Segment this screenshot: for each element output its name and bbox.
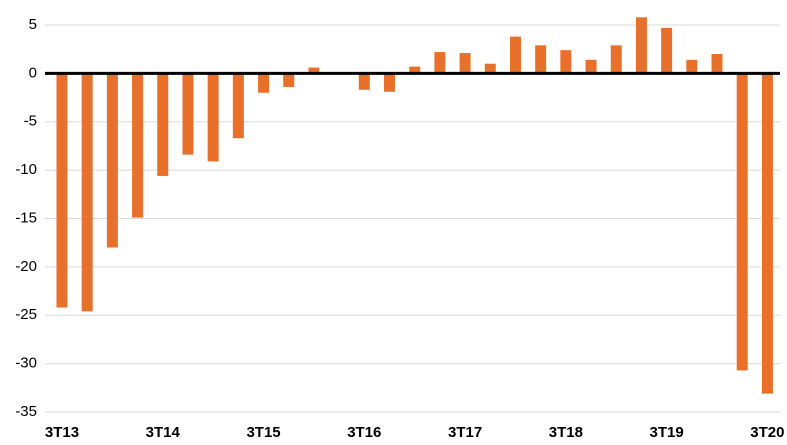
bar <box>635 17 647 74</box>
y-tick-label: -15 <box>15 209 37 226</box>
bar <box>409 66 421 74</box>
y-tick-label: -5 <box>24 113 37 130</box>
y-tick-label: -20 <box>15 258 37 275</box>
x-tick-label: 3T15 <box>246 424 280 440</box>
bar <box>509 36 521 74</box>
y-tick-label: -30 <box>15 355 37 372</box>
x-tick-label: 3T18 <box>549 424 583 440</box>
bar <box>232 73 244 139</box>
x-tick-label: 3T19 <box>650 424 684 440</box>
bar <box>106 73 118 248</box>
bar <box>358 73 370 90</box>
bar <box>81 73 93 312</box>
bar <box>207 73 219 162</box>
bar <box>661 27 673 74</box>
x-tick-label: 3T17 <box>448 424 482 440</box>
bar <box>56 73 68 308</box>
bar <box>686 59 698 74</box>
bar <box>283 73 295 87</box>
bar <box>308 67 320 74</box>
y-tick-label: 5 <box>29 16 37 33</box>
bar <box>585 59 597 74</box>
bar <box>434 52 446 74</box>
bar <box>258 73 270 93</box>
x-tick-label: 3T16 <box>347 424 381 440</box>
bar <box>182 73 194 155</box>
bar <box>560 50 572 74</box>
bar <box>736 73 748 371</box>
x-tick-label: 3T14 <box>146 424 181 440</box>
bar <box>610 45 622 74</box>
x-tick-label: 3T20 <box>750 424 784 440</box>
x-tick-label: 3T13 <box>45 424 79 440</box>
bar <box>459 53 471 74</box>
bar <box>535 45 547 74</box>
y-tick-label: -10 <box>15 161 37 178</box>
bar <box>384 73 396 92</box>
bar <box>132 73 144 218</box>
bar <box>157 73 169 176</box>
y-tick-label: -25 <box>15 306 37 323</box>
y-tick-label: -35 <box>15 403 37 420</box>
y-tick-label: 0 <box>29 64 37 81</box>
bar <box>761 73 773 394</box>
bar <box>711 54 723 74</box>
bar <box>484 63 496 74</box>
